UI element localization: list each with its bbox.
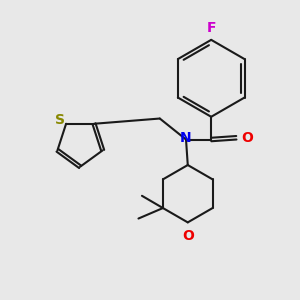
Text: F: F — [206, 21, 216, 34]
Text: O: O — [241, 131, 253, 145]
Text: O: O — [182, 229, 194, 243]
Text: S: S — [55, 113, 65, 127]
Text: N: N — [180, 131, 192, 145]
